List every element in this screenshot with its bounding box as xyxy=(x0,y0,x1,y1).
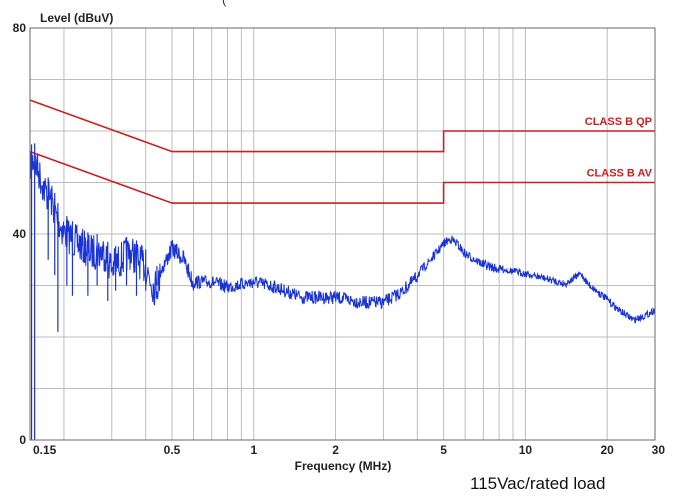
x-axis-label: Frequency (MHz) xyxy=(295,459,392,473)
x-tick-label: 20 xyxy=(600,443,614,457)
y-axis-label: Level (dBuV) xyxy=(40,11,113,25)
x-tick-label: 5 xyxy=(440,443,447,457)
x-tick-label: 2 xyxy=(332,443,339,457)
x-axis: 0.15 0.5 1 2 5 10 20 30 xyxy=(33,443,665,457)
y-axis: 0 40 80 xyxy=(13,21,27,447)
limit-lines: CLASS B QP CLASS B AV xyxy=(29,99,655,204)
limit-line xyxy=(29,150,655,204)
x-tick-label: 10 xyxy=(519,443,533,457)
limit-line-label: CLASS B QP xyxy=(585,116,652,128)
limit-line-label: CLASS B AV xyxy=(587,168,653,180)
cropped-header-fragment: ( xyxy=(222,0,226,7)
y-tick-label: 0 xyxy=(19,433,26,447)
x-tick-label: 0.15 xyxy=(33,443,57,457)
x-tick-label: 30 xyxy=(652,443,666,457)
test-condition-caption: 115Vac/rated load xyxy=(470,474,606,493)
y-tick-label: 80 xyxy=(13,21,27,35)
x-tick-label: 0.5 xyxy=(164,443,181,457)
measurement-line xyxy=(29,146,656,324)
measurement-trace xyxy=(29,143,656,440)
limit-line xyxy=(29,99,655,153)
plot-frame xyxy=(29,27,656,441)
y-tick-label: 40 xyxy=(13,227,27,241)
x-tick-label: 1 xyxy=(250,443,257,457)
